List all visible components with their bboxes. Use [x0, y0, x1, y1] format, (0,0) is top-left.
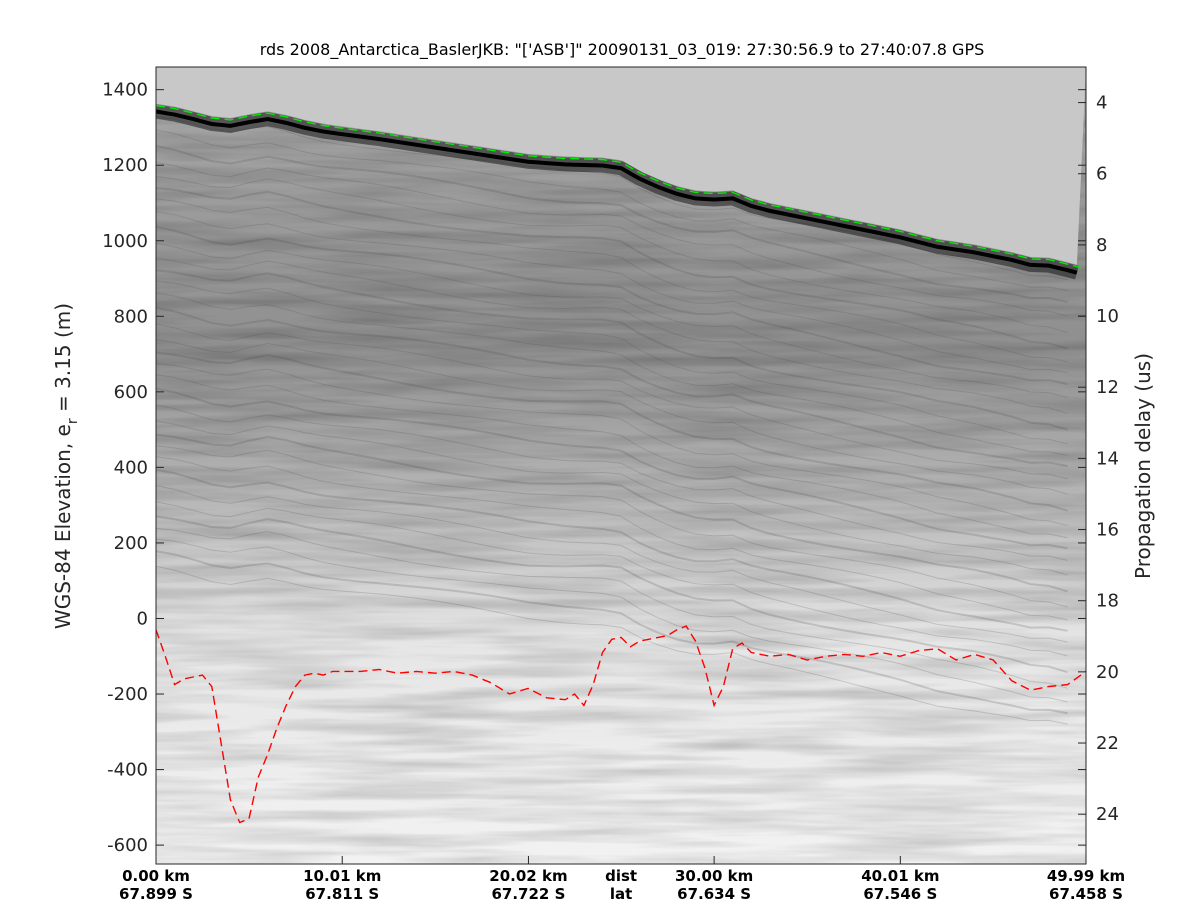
y-tick-label: 0: [137, 608, 148, 629]
y2-tick-label: 16: [1096, 520, 1119, 541]
echogram-image: [156, 67, 1086, 864]
y-tick-label: -400: [107, 760, 148, 781]
y2-tick-label: 12: [1096, 377, 1119, 398]
x-tick-label-dist: 20.02 km: [489, 867, 567, 885]
y-tick-label: 600: [114, 382, 148, 403]
y-axis-label: WGS-84 Elevation, er = 3.15 (m): [51, 303, 81, 629]
y2-axis-ticks: 4 6 8 10 12 14 16 18 20 22 24: [1078, 93, 1119, 825]
y2-tick-label: 22: [1096, 733, 1119, 754]
y2-tick-label: 18: [1096, 591, 1119, 612]
plot-frame: [155, 66, 1087, 865]
x-tick-label-dist: 10.01 km: [303, 867, 381, 885]
x-tick-label-lat: 67.722 S: [491, 885, 565, 900]
x-tick-label-lat: 67.899 S: [119, 885, 193, 900]
x-tick-label-lat: 67.811 S: [305, 885, 379, 900]
y-tick-label: 200: [114, 533, 148, 554]
y2-tick-label: 20: [1096, 662, 1119, 683]
y-tick-label: -600: [107, 835, 148, 856]
y2-tick-label: 10: [1096, 306, 1119, 327]
chart-title: rds 2008_Antarctica_BaslerJKB: "['ASB']"…: [260, 40, 985, 60]
y2-tick-label: 14: [1096, 448, 1119, 469]
x-tick-label-lat: 67.458 S: [1049, 885, 1123, 900]
x-row-label-dist: dist: [605, 867, 637, 885]
y2-tick-label: 8: [1096, 235, 1107, 256]
y2-axis-label: Propagation delay (us): [1131, 353, 1155, 579]
surface-pick-line: [156, 104, 1086, 270]
y2-tick-label: 6: [1096, 164, 1107, 185]
y-tick-label: 1200: [102, 155, 148, 176]
x-tick-label-dist: 49.99 km: [1047, 867, 1125, 885]
y-tick-label: 800: [114, 306, 148, 327]
y-axis-ticks: -600 -400 -200 0 200 400 600 800 1000 1200 1400: [102, 80, 1086, 856]
y-tick-label: 400: [114, 457, 148, 478]
y-tick-label: 1000: [102, 231, 148, 252]
x-tick-label-lat: 67.546 S: [863, 885, 937, 900]
x-tick-label-dist: 40.01 km: [861, 867, 939, 885]
x-tick-label-lat: 67.634 S: [677, 885, 751, 900]
bed-pick-line: [156, 625, 1086, 824]
x-row-label-lat: lat: [610, 885, 632, 900]
y-tick-label: -200: [107, 684, 148, 705]
y-tick-label: 1400: [102, 80, 148, 101]
x-tick-label-dist: 30.00 km: [675, 867, 753, 885]
x-tick-label-dist: 0.00 km: [122, 867, 190, 885]
y2-tick-label: 24: [1096, 804, 1119, 825]
y2-tick-label: 4: [1096, 93, 1107, 114]
